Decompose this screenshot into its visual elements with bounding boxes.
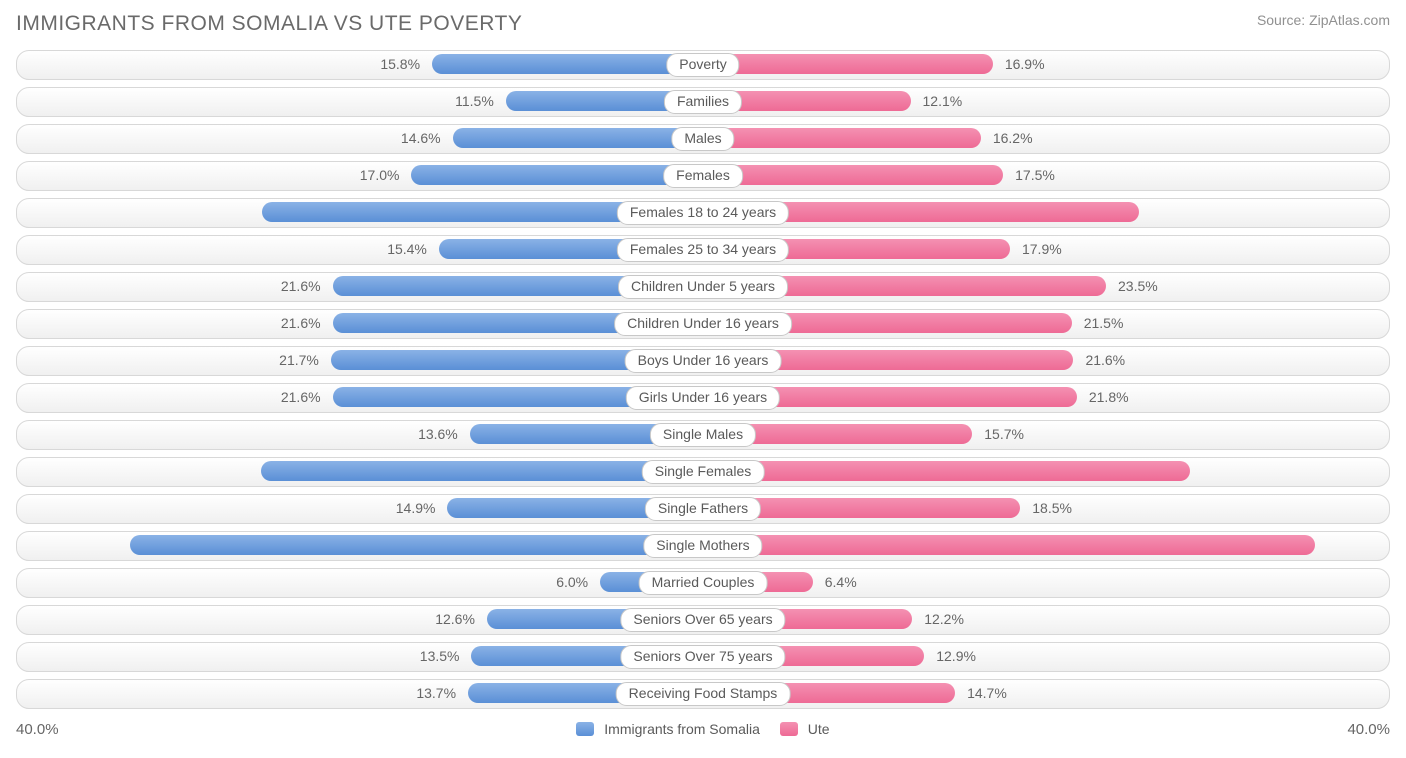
value-left: 15.8% <box>380 51 426 79</box>
bar-left <box>130 535 703 555</box>
chart-footer: 40.0% Immigrants from Somalia Ute 40.0% <box>16 716 1390 742</box>
category-label: Families <box>664 90 742 114</box>
value-right: 12.9% <box>930 643 976 671</box>
axis-max-right: 40.0% <box>1347 721 1390 738</box>
value-left: 13.5% <box>420 643 466 671</box>
bar-row: 25.7%25.4%Females 18 to 24 years <box>16 198 1390 228</box>
value-left: 13.6% <box>418 421 464 449</box>
bar-row: 14.9% 18.5% Single Fathers <box>16 494 1390 524</box>
legend-item-right: Ute <box>780 721 830 737</box>
value-right: 6.4% <box>819 569 857 597</box>
axis-max-left: 40.0% <box>16 721 59 738</box>
bar-row: 21.6% 21.8% Girls Under 16 years <box>16 383 1390 413</box>
value-left: 15.4% <box>387 236 433 264</box>
bar-right <box>703 535 1315 555</box>
value-left: 21.6% <box>281 384 327 412</box>
value-left: 21.6% <box>281 310 327 338</box>
value-right: 16.2% <box>987 125 1033 153</box>
bar-row: 21.6% 21.5% Children Under 16 years <box>16 309 1390 339</box>
category-label: Single Females <box>642 460 765 484</box>
value-left: 17.0% <box>360 162 406 190</box>
bar-row: 13.7% 14.7% Receiving Food Stamps <box>16 679 1390 709</box>
chart-title: IMMIGRANTS FROM SOMALIA VS UTE POVERTY <box>16 12 522 36</box>
value-right: 17.5% <box>1009 162 1055 190</box>
legend-label-right: Ute <box>808 721 830 737</box>
category-label: Children Under 16 years <box>614 312 792 336</box>
value-left: 11.5% <box>455 88 500 116</box>
legend-item-left: Immigrants from Somalia <box>576 721 759 737</box>
bar-row: 6.0% 6.4% Married Couples <box>16 568 1390 598</box>
bar-row: 21.6% 23.5% Children Under 5 years <box>16 272 1390 302</box>
bar-left <box>261 461 703 481</box>
legend-swatch-left <box>576 722 594 736</box>
bar-left <box>432 54 703 74</box>
value-left: 6.0% <box>556 569 594 597</box>
category-label: Married Couples <box>639 571 768 595</box>
value-left: 14.6% <box>401 125 447 153</box>
bar-row: 15.4% 17.9% Females 25 to 34 years <box>16 235 1390 265</box>
legend-label-left: Immigrants from Somalia <box>604 721 760 737</box>
source-attribution: Source: ZipAtlas.com <box>1257 12 1390 28</box>
legend-swatch-right <box>780 722 798 736</box>
bar-right <box>703 165 1003 185</box>
bar-row: 25.8%28.4%Single Females <box>16 457 1390 487</box>
value-right: 12.1% <box>917 88 963 116</box>
value-right: 16.9% <box>999 51 1045 79</box>
bar-row: 33.4%35.7%Single Mothers <box>16 531 1390 561</box>
value-right: 15.7% <box>978 421 1024 449</box>
value-right: 23.5% <box>1112 273 1158 301</box>
value-right: 14.7% <box>961 680 1007 708</box>
category-label: Poverty <box>666 53 739 77</box>
bar-left <box>411 165 703 185</box>
category-label: Females 25 to 34 years <box>617 238 789 262</box>
value-left: 13.7% <box>416 680 462 708</box>
bar-row: 12.6% 12.2% Seniors Over 65 years <box>16 605 1390 635</box>
category-label: Single Males <box>650 423 756 447</box>
legend: Immigrants from Somalia Ute <box>576 721 829 737</box>
bar-row: 21.7% 21.6% Boys Under 16 years <box>16 346 1390 376</box>
bar-left <box>453 128 703 148</box>
category-label: Seniors Over 65 years <box>620 608 785 632</box>
value-right: 21.8% <box>1083 384 1129 412</box>
value-right: 17.9% <box>1016 236 1062 264</box>
category-label: Children Under 5 years <box>618 275 788 299</box>
value-right: 21.5% <box>1078 310 1124 338</box>
value-right: 12.2% <box>918 606 964 634</box>
value-right: 18.5% <box>1026 495 1072 523</box>
chart-header: IMMIGRANTS FROM SOMALIA VS UTE POVERTY S… <box>16 12 1390 36</box>
bar-right <box>703 128 981 148</box>
bar-row: 11.5% 12.1% Families <box>16 87 1390 117</box>
category-label: Females 18 to 24 years <box>617 201 789 225</box>
category-label: Girls Under 16 years <box>626 386 780 410</box>
category-label: Females <box>663 164 743 188</box>
bar-right <box>703 461 1190 481</box>
bar-row: 14.6% 16.2% Males <box>16 124 1390 154</box>
category-label: Single Fathers <box>645 497 761 521</box>
value-left: 21.7% <box>279 347 325 375</box>
category-label: Receiving Food Stamps <box>616 682 791 706</box>
diverging-bar-chart: 15.8% 16.9% Poverty 11.5% 12.1% Families 14.6%… <box>16 50 1390 709</box>
category-label: Males <box>671 127 734 151</box>
value-left: 12.6% <box>435 606 481 634</box>
value-left: 14.9% <box>396 495 442 523</box>
category-label: Single Mothers <box>643 534 762 558</box>
bar-right <box>703 54 993 74</box>
category-label: Boys Under 16 years <box>625 349 782 373</box>
value-right: 21.6% <box>1079 347 1125 375</box>
bar-row: 17.0% 17.5% Females <box>16 161 1390 191</box>
category-label: Seniors Over 75 years <box>620 645 785 669</box>
bar-row: 13.5% 12.9% Seniors Over 75 years <box>16 642 1390 672</box>
value-left: 21.6% <box>281 273 327 301</box>
bar-row: 15.8% 16.9% Poverty <box>16 50 1390 80</box>
bar-row: 13.6% 15.7% Single Males <box>16 420 1390 450</box>
